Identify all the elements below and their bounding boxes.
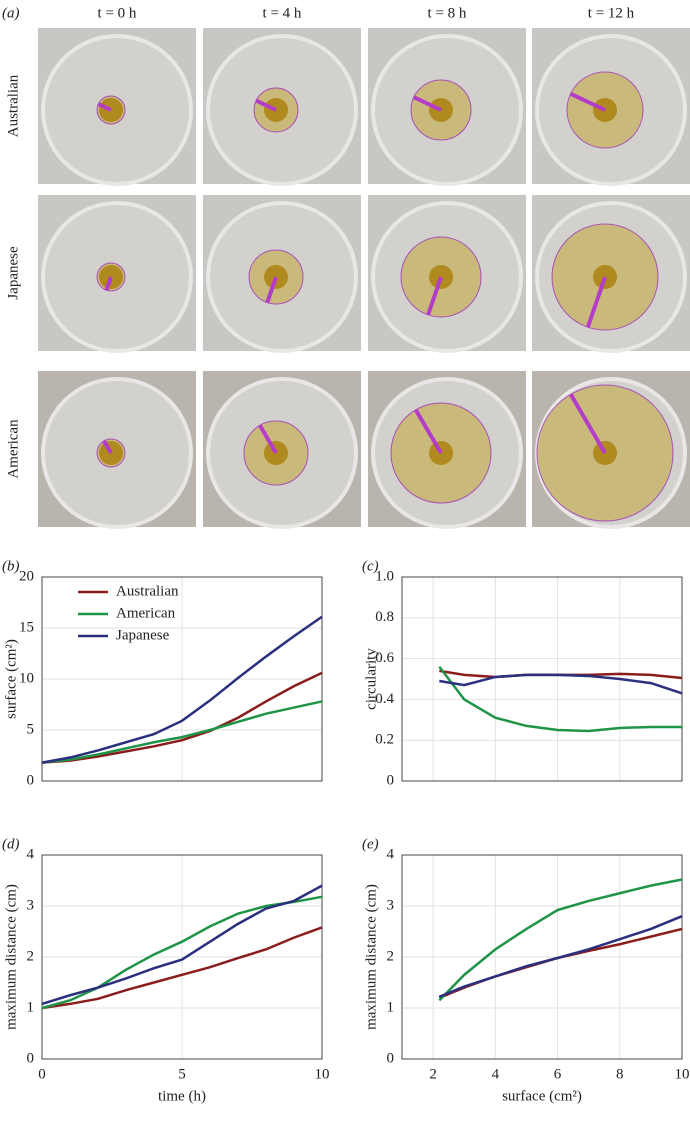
- column-label: t = 8 h: [428, 5, 467, 21]
- column-label: t = 12 h: [588, 5, 635, 21]
- y-tick-label: 20: [19, 568, 34, 584]
- series-line: [439, 673, 683, 695]
- legend-label: American: [116, 605, 176, 621]
- plot-frame: [401, 854, 683, 1060]
- x-axis-label: time (h): [158, 1088, 206, 1104]
- photo: [38, 195, 196, 353]
- series-line: [438, 915, 683, 998]
- column-label: t = 0 h: [98, 5, 137, 21]
- series-line: [438, 927, 683, 999]
- panel-label: (e): [362, 836, 379, 852]
- photo: [532, 28, 690, 186]
- max-distance: [585, 276, 607, 328]
- series-line: [41, 895, 323, 1010]
- y-tick-label: 0.2: [375, 732, 394, 748]
- y-tick-label: 0: [387, 772, 395, 788]
- y-tick-label: 0.6: [375, 650, 394, 666]
- max-distance: [102, 439, 113, 455]
- row-label: Japanese: [5, 246, 21, 300]
- x-tick-label: 6: [554, 1066, 562, 1082]
- max-distance: [104, 276, 113, 291]
- plot-frame: [41, 854, 323, 1060]
- photo: [368, 28, 526, 186]
- plot-frame: [41, 576, 323, 782]
- series-line: [438, 666, 682, 733]
- panel-label: (b): [2, 558, 20, 574]
- series-line: [41, 671, 323, 764]
- photo: [532, 371, 690, 529]
- series-line: [41, 884, 323, 1006]
- x-tick-label: 2: [429, 1066, 437, 1082]
- y-axis-label: maximum distance (cm): [3, 884, 19, 1030]
- x-tick-label: 5: [178, 1066, 186, 1082]
- photo: [368, 371, 526, 529]
- y-tick-label: 3: [27, 897, 35, 913]
- column-label: t = 4 h: [263, 5, 302, 21]
- photo: [203, 195, 361, 353]
- panel-label: (a): [2, 5, 20, 21]
- y-tick-label: 0: [27, 772, 35, 788]
- plot-frame: [401, 576, 683, 782]
- max-distance: [265, 276, 278, 304]
- y-tick-label: 0: [27, 1050, 35, 1066]
- x-tick-label: 10: [315, 1066, 330, 1082]
- photo: [368, 195, 526, 353]
- y-tick-label: 15: [19, 619, 34, 635]
- y-tick-label: 1: [27, 999, 35, 1015]
- x-tick-label: 8: [616, 1066, 624, 1082]
- max-distance: [97, 102, 112, 112]
- y-tick-label: 2: [27, 948, 35, 964]
- y-tick-label: 0.8: [375, 609, 394, 625]
- y-axis-label: maximum distance (cm): [363, 884, 379, 1030]
- y-tick-label: 5: [27, 721, 35, 737]
- y-tick-label: 4: [387, 846, 395, 862]
- y-tick-label: 4: [27, 846, 35, 862]
- series-line: [41, 700, 323, 764]
- y-tick-label: 10: [19, 670, 34, 686]
- y-tick-label: 3: [387, 897, 395, 913]
- photo: [38, 28, 196, 186]
- max-distance: [426, 276, 443, 316]
- y-tick-label: 1.0: [375, 568, 394, 584]
- x-tick-label: 0: [38, 1066, 46, 1082]
- y-tick-label: 2: [387, 948, 395, 964]
- photo: [38, 371, 196, 529]
- y-tick-label: 0.4: [375, 691, 394, 707]
- x-tick-label: 4: [492, 1066, 500, 1082]
- series-line: [438, 878, 683, 1002]
- series-line: [41, 926, 323, 1010]
- x-tick-label: 10: [675, 1066, 690, 1082]
- photo: [203, 371, 361, 529]
- y-axis-label: circularity: [363, 648, 379, 710]
- x-axis-label: surface (cm²): [502, 1088, 582, 1104]
- photo: [203, 28, 361, 186]
- legend-label: Australian: [116, 583, 179, 599]
- y-axis-label: surface (cm²): [3, 639, 19, 719]
- panel-label: (c): [362, 558, 379, 574]
- max-distance: [258, 424, 278, 455]
- row-label: Australian: [5, 74, 21, 137]
- max-distance: [568, 393, 607, 455]
- legend-label: Japanese: [116, 627, 170, 643]
- max-distance: [413, 95, 442, 112]
- max-distance: [255, 98, 277, 112]
- row-label: American: [5, 419, 21, 479]
- panel-label: (d): [2, 836, 20, 852]
- y-tick-label: 1: [387, 999, 395, 1015]
- y-tick-label: 0: [387, 1050, 395, 1066]
- max-distance: [414, 408, 443, 455]
- photo: [532, 195, 690, 353]
- series-line: [41, 615, 323, 764]
- max-distance: [569, 91, 606, 112]
